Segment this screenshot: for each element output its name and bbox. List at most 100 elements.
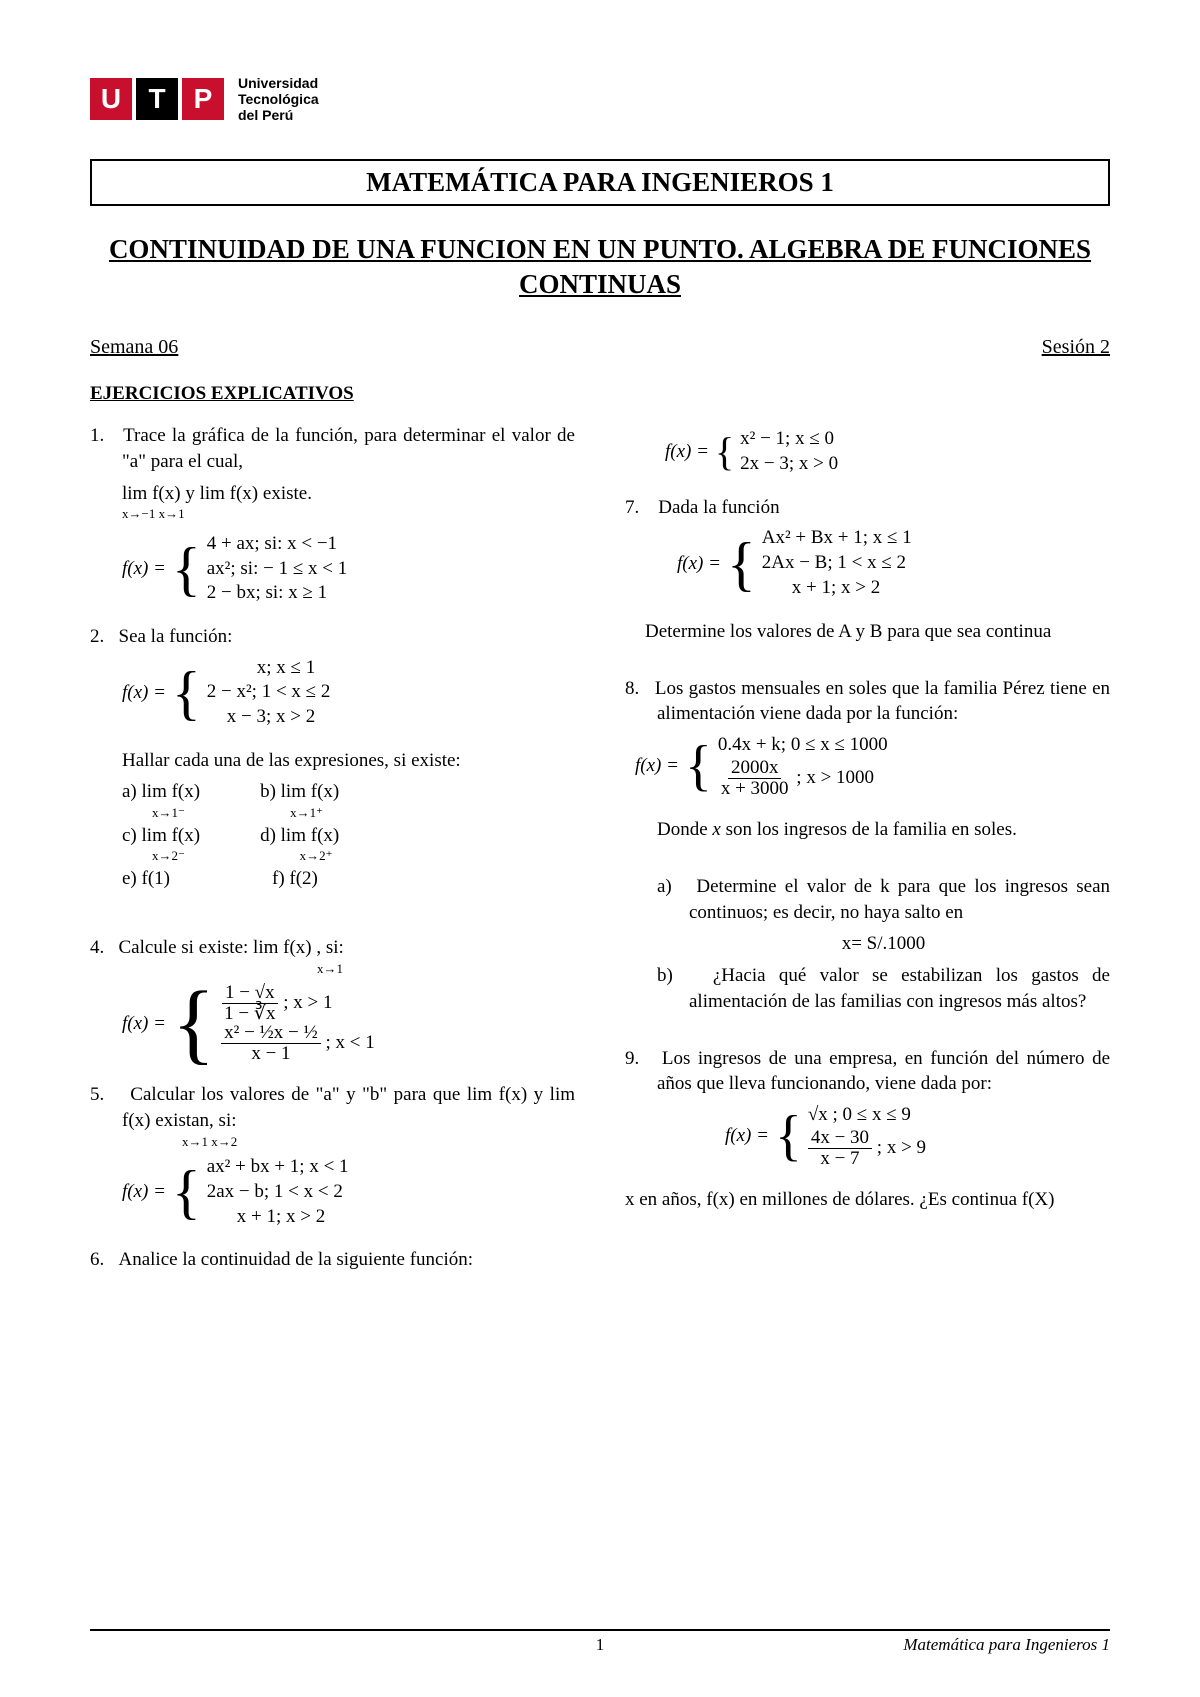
q5-l1: ax² + bx + 1; x < 1 <box>207 1155 349 1180</box>
q8-fx: f(x) = <box>635 753 679 779</box>
q7-l2: 2Ax − B; 1 < x ≤ 2 <box>762 551 912 576</box>
q4-text: Calcule si existe: lim f(x) , si: <box>119 937 344 958</box>
q6b-l2: 2x − 3; x > 0 <box>740 452 838 477</box>
q1-lim-sub: x→−1 x→1 <box>122 506 185 521</box>
uni-line1: Universidad <box>238 75 319 91</box>
logo-t: T <box>136 78 178 120</box>
q2-c: c) lim f(x) <box>122 825 200 846</box>
q7-text: Dada la función <box>654 497 780 518</box>
q9-num: 9. <box>625 1048 639 1069</box>
q4-math: f(x) = { 1 − √x1 − ∛x ; x > 1 x² − ½x − … <box>90 983 575 1065</box>
q6b-l1: x² − 1; x ≤ 0 <box>740 427 838 452</box>
q7-math: f(x) = { Ax² + Bx + 1; x ≤ 1 2Ax − B; 1 … <box>625 526 1110 600</box>
q9-math: f(x) = { √x ; 0 ≤ x ≤ 9 4x − 30x − 7 ; x… <box>625 1103 1110 1169</box>
q8-fn: 2000x <box>728 758 782 779</box>
q7-fx: f(x) = <box>677 551 721 577</box>
q2-l3: x − 3; x > 2 <box>207 705 331 730</box>
q2-d: d) lim f(x) <box>260 825 339 846</box>
q1-text: Trace la gráfica de la función, para det… <box>122 425 575 472</box>
q7-num: 7. <box>625 497 639 518</box>
q9-fn: 4x − 30 <box>808 1128 872 1149</box>
university-name: Universidad Tecnológica del Perú <box>238 75 319 123</box>
q4-f2n: x² − ½x − ½ <box>221 1023 321 1044</box>
uni-line2: Tecnológica <box>238 91 319 107</box>
topic-title: CONTINUIDAD DE UNA FUNCION EN UN PUNTO. … <box>90 232 1110 302</box>
q8-a-eq: x= S/.1000 <box>657 931 1110 957</box>
q5-num: 5. <box>90 1084 104 1105</box>
q2-a: a) lim f(x) <box>122 781 200 802</box>
q9-fx: f(x) = <box>725 1123 769 1149</box>
q8-opts: a) Determine el valor de k para que los … <box>625 874 1110 1014</box>
session-label: Sesión 2 <box>1042 336 1110 359</box>
q9-text: Los ingresos de una empresa, en función … <box>657 1048 1110 1095</box>
q2-num: 2. <box>90 626 104 647</box>
q1-l2: ax²; si: − 1 ≤ x < 1 <box>207 557 347 582</box>
q8-l1: 0.4x + k; 0 ≤ x ≤ 1000 <box>718 733 888 758</box>
q8-b-text: ¿Hacia qué valor se estabilizan los gast… <box>689 965 1110 1012</box>
q6: 6. Analice la continuidad de la siguient… <box>90 1247 575 1273</box>
q2-options: a) lim f(x) x→1⁻ b) lim f(x) x→1⁺ c) lim… <box>90 779 575 891</box>
q5-text: Calcular los valores de "a" y "b" para q… <box>122 1084 575 1131</box>
q8-c: ; x > 1000 <box>796 767 874 788</box>
q8-math: f(x) = { 0.4x + k; 0 ≤ x ≤ 1000 2000xx +… <box>625 733 1110 799</box>
left-column: 1. Trace la gráfica de la función, para … <box>90 423 575 1278</box>
q2-f: f) f(2) <box>230 866 318 892</box>
q1: 1. Trace la gráfica de la función, para … <box>90 423 575 474</box>
q9-fd: x − 7 <box>817 1149 862 1169</box>
q2-l1: x; x ≤ 1 <box>207 656 331 681</box>
q7-det: Determine los valores de A y B para que … <box>625 619 1110 645</box>
q2-b-sub: x→1⁺ <box>260 805 323 820</box>
q1-lim: lim f(x) y lim f(x) existe. <box>122 483 312 504</box>
q7-l1: Ax² + Bx + 1; x ≤ 1 <box>762 526 912 551</box>
q6-num: 6. <box>90 1249 104 1270</box>
q2: 2. Sea la función: <box>90 624 575 650</box>
week-label: Semana 06 <box>90 336 178 359</box>
q8-num: 8. <box>625 678 639 699</box>
q4-f1d: 1 − ∛x <box>221 1004 278 1024</box>
q9-c: ; x > 9 <box>877 1137 926 1158</box>
q8-a-text: Determine el valor de k para que los ing… <box>689 876 1110 923</box>
q2-text: Sea la función: <box>119 626 233 647</box>
q2-e: e) f(1) <box>122 866 170 892</box>
q9: 9. Los ingresos de una empresa, en funci… <box>625 1046 1110 1097</box>
q5-l2: 2ax − b; 1 < x < 2 <box>207 1180 349 1205</box>
q8-text: Los gastos mensuales en soles que la fam… <box>655 678 1110 725</box>
q4-f2d: x − 1 <box>248 1044 293 1064</box>
logo-u: U <box>90 78 132 120</box>
q4: 4. Calcule si existe: lim f(x) , si: x→1 <box>90 935 575 986</box>
uni-line3: del Perú <box>238 107 319 123</box>
page-number: 1 <box>596 1635 605 1655</box>
q6-text: Analice la continuidad de la siguiente f… <box>119 1249 474 1270</box>
q2-math: f(x) = { x; x ≤ 1 2 − x²; 1 < x ≤ 2 x − … <box>90 656 575 730</box>
logo-utp: U T P <box>90 78 224 120</box>
q5-l3: x + 1; x > 2 <box>207 1205 349 1230</box>
q8-fd: x + 3000 <box>718 779 792 799</box>
q4-sub: x→1 <box>122 961 343 976</box>
logo-p: P <box>182 78 224 120</box>
right-column: f(x) = { x² − 1; x ≤ 0 2x − 3; x > 0 7. … <box>625 423 1110 1278</box>
q4-fx: f(x) = <box>122 1011 166 1037</box>
q5-math: f(x) = { ax² + bx + 1; x < 1 2ax − b; 1 … <box>90 1155 575 1229</box>
q6b-fx: f(x) = <box>665 439 709 465</box>
q2-hallar: Hallar cada una de las expresiones, si e… <box>90 748 575 774</box>
course-title: MATEMÁTICA PARA INGENIEROS 1 <box>90 159 1110 206</box>
q1-math: lim f(x) y lim f(x) existe. x→−1 x→1 f(x… <box>90 481 575 606</box>
meta-row: Semana 06 Sesión 2 <box>90 336 1110 359</box>
q2-a-sub: x→1⁻ <box>122 805 185 820</box>
content-columns: 1. Trace la gráfica de la función, para … <box>90 423 1110 1278</box>
q8: 8. Los gastos mensuales en soles que la … <box>625 676 1110 727</box>
q1-fx: f(x) = <box>122 556 166 582</box>
footer-course: Matemática para Ingenieros 1 <box>604 1635 1110 1655</box>
q9-l1: √x ; 0 ≤ x ≤ 9 <box>808 1103 926 1128</box>
q4-f1n: 1 − √x <box>222 983 278 1004</box>
q7-l3: x + 1; x > 2 <box>762 576 912 601</box>
page-footer: 1 Matemática para Ingenieros 1 <box>90 1629 1110 1655</box>
q1-l3: 2 − bx; si: x ≥ 1 <box>207 581 347 606</box>
q5-sub: x→1 x→2 <box>122 1134 237 1149</box>
q4-c1: ; x > 1 <box>283 991 332 1012</box>
q7: 7. Dada la función <box>625 495 1110 521</box>
q5: 5. Calcular los valores de "a" y "b" par… <box>90 1082 575 1159</box>
logo-header: U T P Universidad Tecnológica del Perú <box>90 75 1110 123</box>
q2-b: b) lim f(x) <box>260 781 339 802</box>
q2-d-sub: x→2⁺ <box>270 848 333 863</box>
